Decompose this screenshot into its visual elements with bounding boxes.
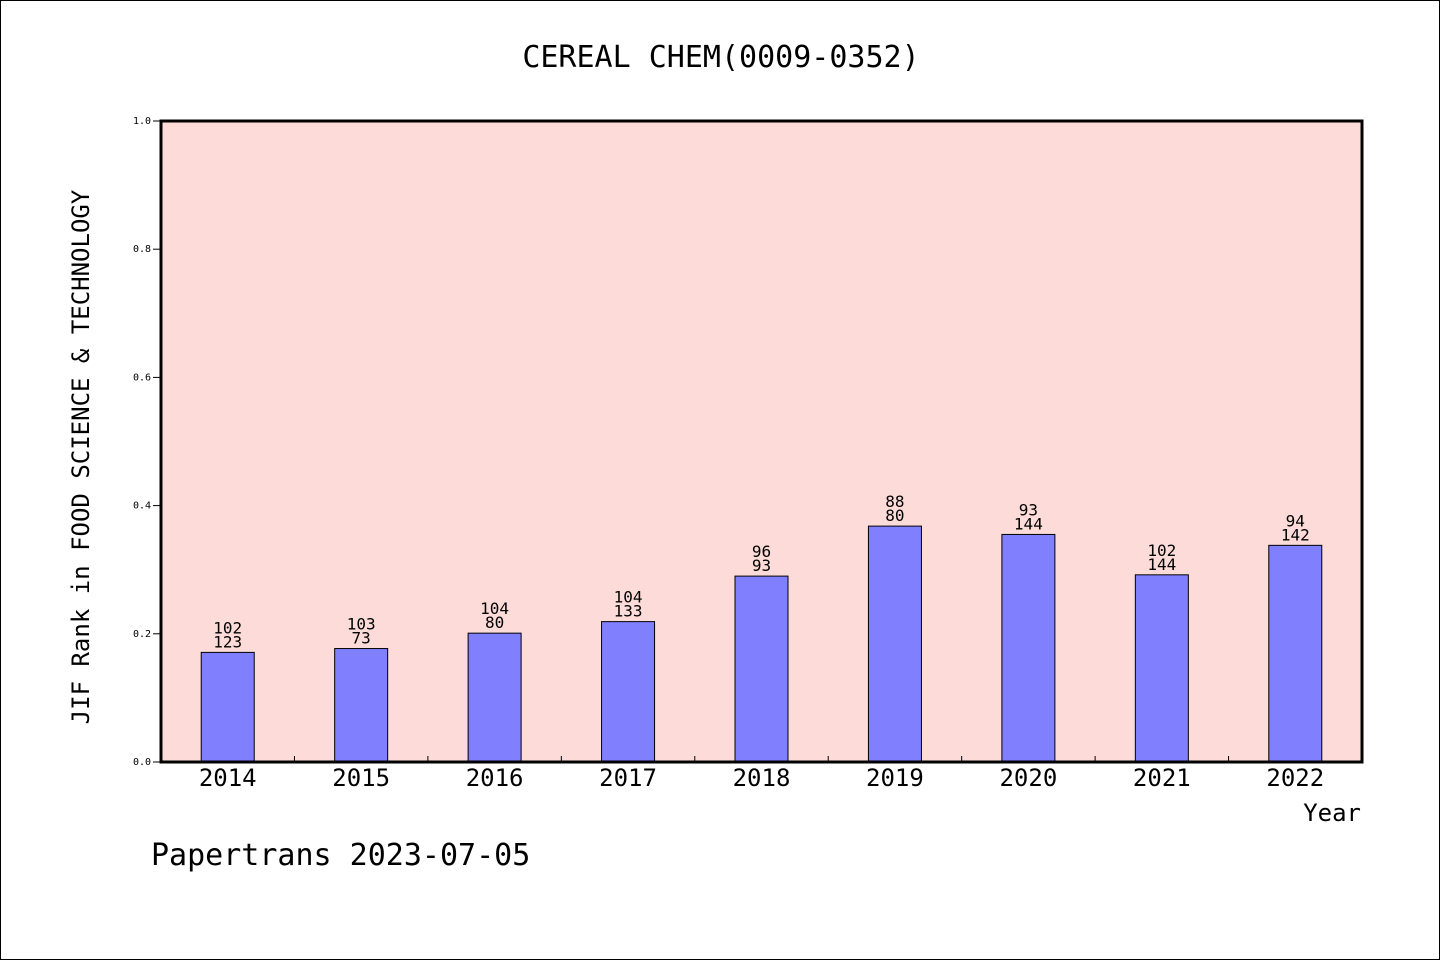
x-axis-label: Year — [1303, 799, 1361, 827]
bar-2019 — [867, 525, 922, 763]
bar-rank-label-2019: 88 — [885, 492, 904, 511]
bar-2022 — [1268, 544, 1323, 763]
x-tick-label-2021: 2021 — [1133, 764, 1191, 792]
bar-total-label-2015: 73 — [352, 629, 371, 648]
bar-total-label-2016: 80 — [485, 613, 504, 632]
bar-rank-label-2022: 94 — [1286, 511, 1305, 530]
y-tick-label: 0.0 — [133, 757, 151, 768]
x-tick-label-2016: 2016 — [466, 764, 524, 792]
bar-2014 — [200, 651, 255, 763]
bar-total-label-2022: 142 — [1281, 525, 1310, 544]
bar-2018 — [734, 575, 789, 763]
footer-source-date: Papertrans 2023-07-05 — [151, 838, 530, 873]
bar-total-label-2014: 123 — [213, 632, 242, 651]
x-tick-label-2020: 2020 — [999, 764, 1057, 792]
y-tick-label: 1.0 — [133, 116, 151, 127]
bar-2017 — [601, 621, 656, 763]
chart-title: CEREAL CHEM(0009-0352) — [522, 40, 919, 75]
x-axis: 2014 2015 2016 2017 2018 2019 2020 2021 2022 — [199, 756, 1324, 792]
y-tick-label: 0.6 — [133, 372, 151, 383]
y-tick-label: 0.8 — [133, 244, 151, 255]
bar-2020 — [1001, 533, 1056, 763]
x-tick-label-2017: 2017 — [599, 764, 657, 792]
bar-rank-label-2015: 103 — [347, 615, 376, 634]
bar-total-label-2019: 80 — [885, 506, 904, 525]
bar-total-label-2017: 133 — [614, 602, 643, 621]
y-tick-label: 0.4 — [133, 501, 151, 512]
plot-border — [159, 119, 1364, 764]
y-axis-label: JIF Rank in FOOD SCIENCE & TECHNOLOGY — [67, 189, 95, 724]
bar-rank-label-2017: 104 — [614, 588, 643, 607]
bar-total-label-2021: 144 — [1147, 555, 1176, 574]
x-tick-label-2015: 2015 — [332, 764, 390, 792]
x-tick-label-2018: 2018 — [733, 764, 791, 792]
bar-rank-label-2020: 93 — [1019, 500, 1038, 519]
y-axis: 0.0 0.2 0.4 0.6 0.8 1.0 — [133, 116, 161, 768]
bars-group — [200, 525, 1323, 763]
x-tick-label-2022: 2022 — [1266, 764, 1324, 792]
bar-2015 — [334, 648, 389, 763]
y-tick-label: 0.2 — [133, 629, 151, 640]
bar-rank-label-2018: 96 — [752, 542, 771, 561]
bar-rank-label-2016: 104 — [480, 599, 509, 618]
bar-total-label-2020: 144 — [1014, 514, 1043, 533]
bar-2016 — [467, 632, 522, 763]
bar-2021 — [1134, 574, 1189, 763]
x-tick-label-2014: 2014 — [199, 764, 257, 792]
bar-total-label-2018: 93 — [752, 556, 771, 575]
bar-rank-label-2021: 102 — [1147, 541, 1176, 560]
x-tick-label-2019: 2019 — [866, 764, 924, 792]
bar-rank-label-2014: 102 — [213, 618, 242, 637]
